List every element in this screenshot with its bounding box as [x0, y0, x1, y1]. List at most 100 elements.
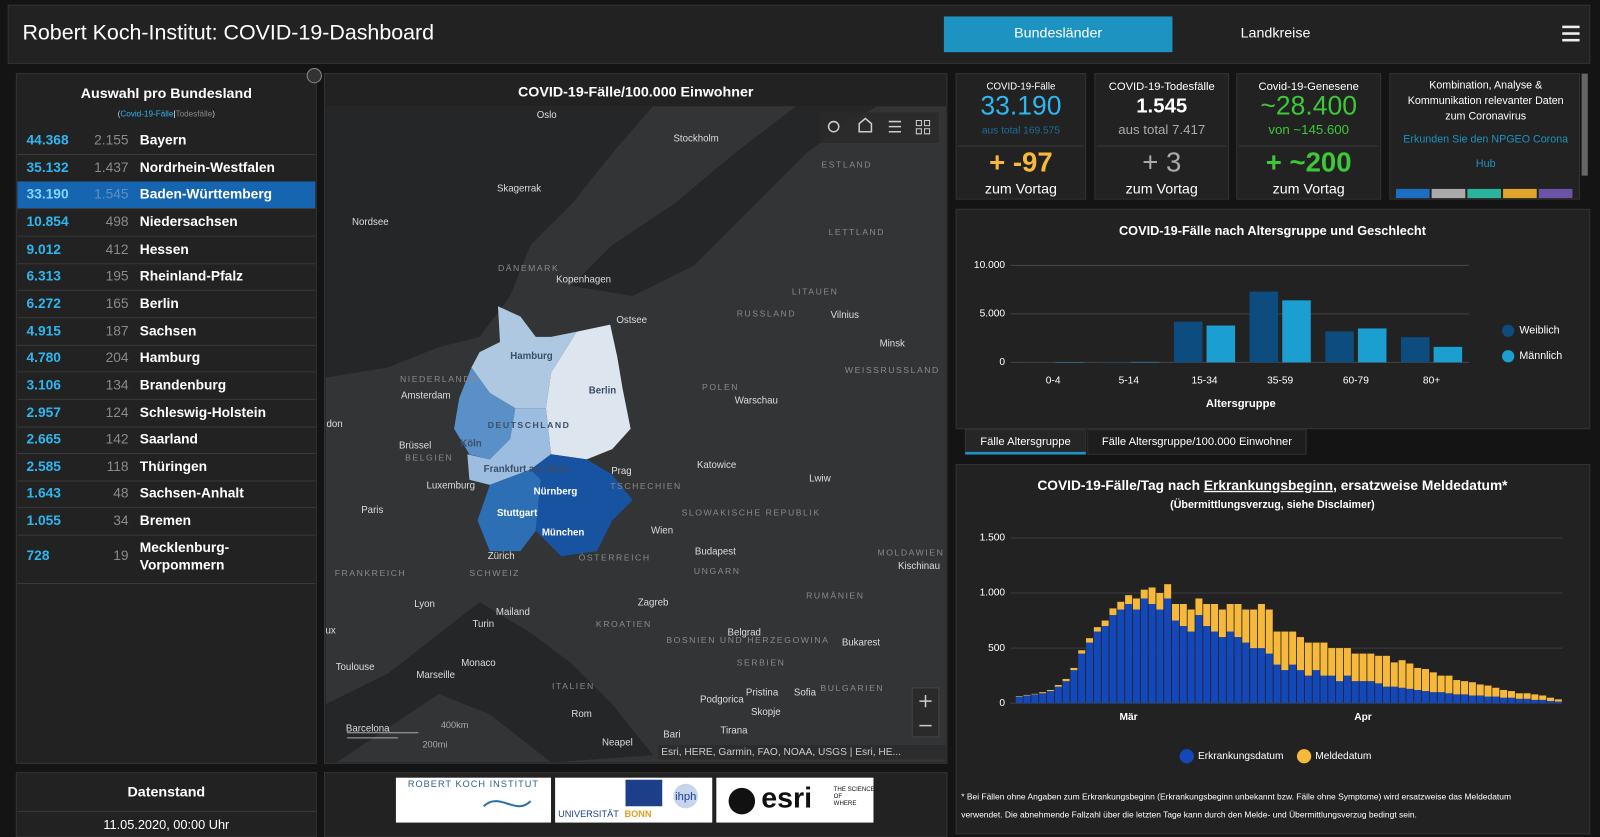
map-city-label: ux [326, 625, 336, 636]
footnote: * Bei Fällen ohne Angaben zum Erkrankung… [961, 791, 1511, 801]
row-name: Baden-Württemberg [140, 187, 272, 202]
map-sea [325, 602, 654, 763]
subtab[interactable] [964, 429, 1087, 455]
list-row[interactable]: 2.957 124 Schleswig-Holstein [17, 405, 316, 428]
list-row[interactable]: 2.665 142 Saarland [17, 432, 316, 455]
bar-segment [1086, 638, 1094, 643]
legend-label: Männlich [1519, 350, 1562, 362]
state-east[interactable] [545, 324, 631, 460]
home-icon[interactable] [858, 117, 873, 133]
bar-segment [1523, 698, 1531, 704]
state-northwest[interactable] [471, 306, 577, 409]
map-city-label: don [327, 419, 343, 430]
state-middle[interactable] [467, 408, 552, 485]
list-row[interactable]: 44.368 2.155 Bayern [17, 133, 316, 156]
logo-text: ihph [675, 791, 696, 803]
kpi-change: + 3 [1142, 147, 1181, 178]
subtab[interactable] [1087, 429, 1307, 455]
y-tick-label: 500 [988, 643, 1005, 654]
list-row[interactable]: 2.585 118 Thüringen [17, 459, 316, 482]
basemap-icon[interactable] [915, 120, 931, 135]
list-row[interactable]: 4.915 187 Sachsen [17, 323, 316, 346]
bar-segment [1492, 696, 1500, 704]
row-deaths: 19 [113, 548, 128, 563]
bar-segment [1257, 604, 1265, 649]
bar-segment [1359, 653, 1367, 682]
list-row[interactable]: 10.854 498 Niedersachsen [17, 214, 316, 237]
legend-label: Meldedatum [1315, 751, 1371, 762]
map-city-label: Zagreb [638, 598, 669, 609]
bar-segment [1070, 667, 1078, 671]
info-link[interactable]: Erkunden Sie den NPGEO Corona [1403, 134, 1568, 146]
bar-segment [1515, 693, 1523, 699]
map-scale-label: 400km [441, 720, 469, 730]
map-city-label: Belgrad [728, 627, 761, 638]
bar-segment [1101, 620, 1109, 627]
tab[interactable]: Landkreise [1241, 26, 1311, 42]
bar-segment [1234, 637, 1242, 704]
list-row[interactable]: 1.055 34 Bremen [17, 513, 316, 536]
bar-segment [1250, 609, 1258, 649]
bar-segment [1422, 669, 1430, 692]
menu-icon[interactable] [1562, 25, 1580, 42]
map-country-label: RUSSLAND [737, 309, 796, 319]
list-row[interactable]: 9.012 412 Hessen [17, 242, 316, 265]
row-deaths: 34 [113, 513, 129, 528]
row-cases: 1.055 [27, 513, 62, 528]
row-name: Schleswig-Holstein [140, 405, 266, 420]
bar-segment [1148, 604, 1156, 704]
list-row[interactable]: 1.643 48 Sachsen-Anhalt [17, 486, 316, 509]
bar-segment [1539, 695, 1547, 700]
scrollbar [1581, 73, 1588, 176]
state-bw[interactable] [477, 469, 541, 552]
row-deaths: 165 [106, 296, 129, 311]
info-title: zum Coronavirus [1445, 110, 1526, 122]
bar-segment [1140, 598, 1148, 704]
search-icon[interactable] [827, 120, 840, 133]
row-cases: 10.854 [27, 214, 69, 229]
bar-segment [1117, 601, 1125, 610]
list-row[interactable]: 33.190 1.545 Baden-Württemberg [17, 181, 316, 210]
close-icon[interactable] [306, 67, 322, 84]
y-tick-label: 0 [999, 357, 1005, 368]
bar-segment [1171, 620, 1179, 704]
bar-segment [1156, 592, 1164, 610]
map-country-label: DÄNEMARK [498, 263, 559, 273]
bar-segment [1023, 694, 1031, 696]
bar-segment [1468, 682, 1476, 696]
info-link[interactable]: Hub [1476, 158, 1496, 170]
legend-label: Weiblich [1519, 325, 1559, 337]
x-tick-label: Apr [1354, 712, 1372, 723]
bar-segment [1218, 609, 1226, 638]
list-row[interactable]: 6.313 195 Rheinland-Pfalz [17, 268, 316, 291]
state-nrw[interactable] [454, 367, 516, 460]
tab[interactable]: Bundesländer [1014, 26, 1102, 42]
bar-segment [1070, 670, 1078, 704]
map-city-label: Wien [651, 525, 673, 536]
row-cases: 6.272 [27, 296, 62, 311]
map-country-label: SCHWEIZ [469, 568, 520, 578]
x-tick-label: 0-4 [1046, 375, 1061, 386]
map-city-label: Ostsee [616, 315, 647, 326]
subtitle-part: ( [118, 110, 121, 119]
kpi-card [955, 73, 1087, 200]
bar-segment [1132, 609, 1140, 704]
kpi-change: + -97 [989, 147, 1053, 178]
bar-segment [1031, 693, 1039, 695]
bar-segment [1547, 697, 1555, 701]
subtab-label: Fälle Altersgruppe [980, 436, 1070, 448]
list-row[interactable]: 6.272 165 Berlin [17, 296, 316, 319]
list-row[interactable]: 728 19 Mecklenburg-Vorpommern [17, 540, 316, 585]
bar [1400, 337, 1430, 363]
list-row[interactable]: 35.132 1.437 Nordrhein-Westfalen [17, 160, 316, 183]
list-row[interactable]: 3.106 134 Brandenburg [17, 377, 316, 400]
list-row[interactable]: 4.780 204 Hamburg [17, 350, 316, 373]
bar-segment [1125, 604, 1133, 704]
bar-segment [1554, 701, 1562, 704]
map-city-label: Minsk [880, 339, 905, 350]
tab-active-bg[interactable] [943, 16, 1173, 53]
map-city-label: Barcelona [346, 723, 390, 734]
bar-segment [1015, 696, 1023, 697]
list-icon[interactable] [888, 120, 902, 133]
